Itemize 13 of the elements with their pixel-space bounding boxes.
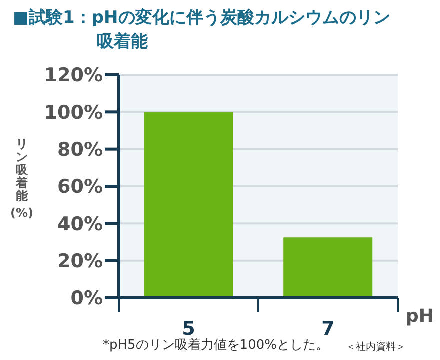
text: *pH5のリン吸着力値を100%とした。 xyxy=(103,337,329,354)
chart-title: ■試験1：pHの変化に伴う炭酸カルシウムのリン吸着能 xyxy=(13,7,392,54)
y-tick-label: 100% xyxy=(44,102,103,124)
text: ＜社内資料＞ xyxy=(346,340,406,354)
x-tick-label: 7 xyxy=(322,318,335,340)
y-tick-label: 60% xyxy=(58,176,103,198)
y-tick-label: 120% xyxy=(44,64,103,87)
y-tick-label: 80% xyxy=(58,139,103,162)
y-axis-title: リン吸着能 (%) xyxy=(10,137,34,220)
y-tick-label: 0% xyxy=(70,288,103,310)
x-axis-title: pH xyxy=(406,306,434,327)
y-tick-label: 20% xyxy=(58,250,103,273)
y-tick-label: 40% xyxy=(58,213,103,236)
